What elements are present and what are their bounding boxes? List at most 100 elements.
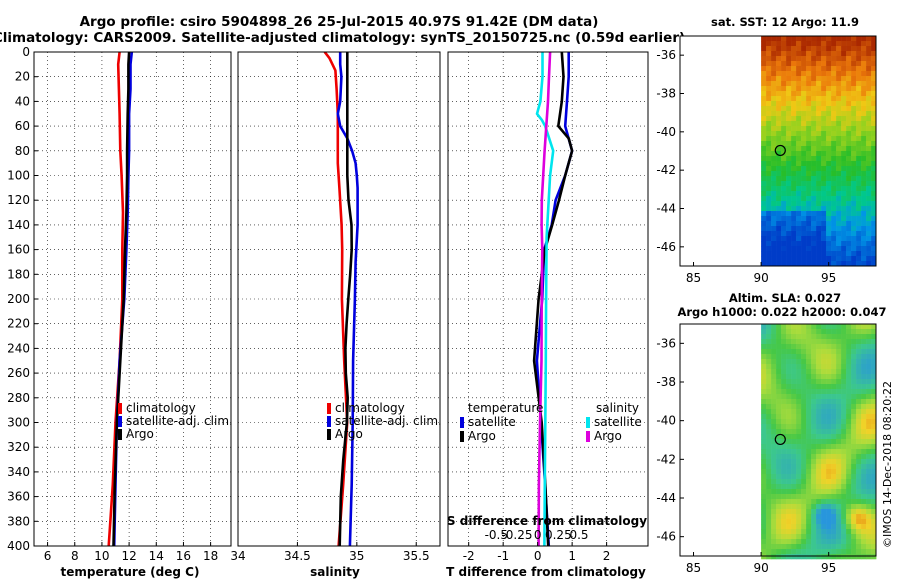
sla-cell: [811, 519, 817, 525]
sst-cell: [796, 201, 802, 207]
sla-cell: [781, 539, 787, 545]
sla-cell: [781, 374, 787, 380]
sst-cell: [791, 116, 797, 122]
sla-cell: [836, 464, 842, 470]
sla-cell: [821, 354, 827, 360]
sla-cell: [856, 539, 862, 545]
sst-cell: [776, 121, 782, 127]
sst-cell: [826, 161, 832, 167]
sst-cell: [766, 201, 772, 207]
sla-cell: [766, 404, 772, 410]
sla-cell: [781, 399, 787, 405]
sst-cell: [781, 231, 787, 237]
sst-cell: [766, 121, 772, 127]
sla-cell: [816, 549, 822, 555]
sla-cell: [776, 324, 782, 330]
sla-cell: [871, 494, 877, 500]
sla-cell: [856, 424, 862, 430]
sla-cell: [806, 519, 812, 525]
sla-cell: [791, 544, 797, 550]
sst-cell: [871, 231, 877, 237]
sla-cell: [801, 549, 807, 555]
sla-cell: [856, 429, 862, 435]
sla-cell: [836, 424, 842, 430]
sla-cell: [816, 529, 822, 535]
sst-cell: [786, 61, 792, 67]
figure-title-line1: Argo profile: csiro 5904898_26 25-Jul-20…: [80, 14, 599, 30]
sla-cell: [791, 439, 797, 445]
sst-cell: [791, 256, 797, 262]
sla-cell: [786, 509, 792, 515]
sla-cell: [831, 529, 837, 535]
sla-cell: [766, 529, 772, 535]
sla-cell: [796, 364, 802, 370]
sla-cell: [766, 444, 772, 450]
sla-cell: [806, 459, 812, 465]
sst-cell: [761, 151, 767, 157]
sst-cell: [776, 261, 782, 267]
sla-cell: [871, 404, 877, 410]
sla-cell: [851, 419, 857, 425]
sla-cell: [871, 554, 877, 560]
sla-cell: [796, 434, 802, 440]
difference-legend-temperature-label: satellite: [468, 415, 516, 429]
sla-cell: [826, 459, 832, 465]
difference-legend-temperature-swatch: [460, 417, 464, 428]
sla-cell: [801, 434, 807, 440]
sla-cell: [861, 469, 867, 475]
sla-cell: [856, 404, 862, 410]
sla-cell: [871, 389, 877, 395]
sst-cell: [826, 181, 832, 187]
lat-tick-label: -36: [656, 48, 676, 62]
sst-cell: [811, 171, 817, 177]
sst-cell: [761, 251, 767, 257]
sla-cell: [781, 474, 787, 480]
sst-cell: [856, 156, 862, 162]
sst-cell: [826, 146, 832, 152]
lat-tick-label: -44: [656, 202, 676, 216]
difference-axes-frame: [447, 51, 649, 547]
sla-cell: [816, 429, 822, 435]
sst-cell: [826, 226, 832, 232]
sla-map-frame: [679, 323, 877, 557]
sla-cell: [861, 359, 867, 365]
sla-cell: [851, 359, 857, 365]
temperature-panel: 0204060801001201401601802002202402602803…: [7, 45, 233, 579]
sla-cell: [831, 394, 837, 400]
sst-cell: [776, 171, 782, 177]
sla-cell: [796, 409, 802, 415]
sla-cell: [846, 534, 852, 540]
sst-cell: [836, 256, 842, 262]
sla-cell: [801, 534, 807, 540]
sst-cell: [766, 41, 772, 47]
sst-cell: [806, 256, 812, 262]
sst-cell: [861, 131, 867, 137]
sla-cell: [796, 404, 802, 410]
sla-cell: [781, 404, 787, 410]
sst-cell: [816, 191, 822, 197]
sla-cell: [831, 494, 837, 500]
sla-cell: [826, 334, 832, 340]
sst-cell: [776, 246, 782, 252]
sla-cell: [811, 534, 817, 540]
sla-cell: [761, 519, 767, 525]
x-tick-label: 35: [349, 549, 364, 563]
sst-cell: [771, 181, 777, 187]
sst-cell: [791, 226, 797, 232]
sst-cell: [866, 231, 872, 237]
sst-cell: [836, 181, 842, 187]
sla-cell: [781, 484, 787, 490]
sst-cell: [836, 116, 842, 122]
sst-cell: [841, 206, 847, 212]
sst-cell: [846, 56, 852, 62]
sst-cell: [846, 226, 852, 232]
sst-cell: [861, 136, 867, 142]
sla-cell: [791, 374, 797, 380]
sst-cell: [826, 191, 832, 197]
sla-cell: [871, 414, 877, 420]
sla-cell: [766, 369, 772, 375]
sst-cell: [826, 61, 832, 67]
sla-cell: [791, 334, 797, 340]
sst-cell: [871, 51, 877, 57]
